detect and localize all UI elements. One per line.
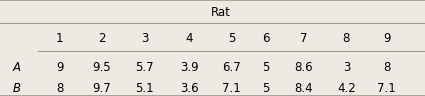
Text: B: B (13, 82, 21, 95)
Text: 8: 8 (383, 61, 391, 74)
Text: 9: 9 (383, 32, 391, 45)
Text: 3.9: 3.9 (180, 61, 198, 74)
Text: 4.2: 4.2 (337, 82, 356, 95)
Text: 3: 3 (343, 61, 350, 74)
Text: 6: 6 (262, 32, 269, 45)
Text: 5: 5 (262, 61, 269, 74)
Text: 2: 2 (98, 32, 106, 45)
Text: 4: 4 (185, 32, 193, 45)
Text: 7.1: 7.1 (377, 82, 396, 95)
Text: 8.4: 8.4 (295, 82, 313, 95)
Text: 8.6: 8.6 (295, 61, 313, 74)
Text: 5: 5 (262, 82, 269, 95)
Text: 9.7: 9.7 (93, 82, 111, 95)
Text: 6.7: 6.7 (222, 61, 241, 74)
Text: Rat: Rat (211, 6, 231, 19)
Text: 5: 5 (228, 32, 235, 45)
Text: 5.7: 5.7 (135, 61, 154, 74)
Text: 9.5: 9.5 (93, 61, 111, 74)
Text: 3.6: 3.6 (180, 82, 198, 95)
Text: 7.1: 7.1 (222, 82, 241, 95)
Text: 5.1: 5.1 (135, 82, 154, 95)
Text: 8: 8 (56, 82, 63, 95)
Text: 1: 1 (56, 32, 63, 45)
Text: 8: 8 (343, 32, 350, 45)
Text: 7: 7 (300, 32, 308, 45)
Text: 9: 9 (56, 61, 63, 74)
Text: 3: 3 (141, 32, 148, 45)
Text: A: A (13, 61, 21, 74)
